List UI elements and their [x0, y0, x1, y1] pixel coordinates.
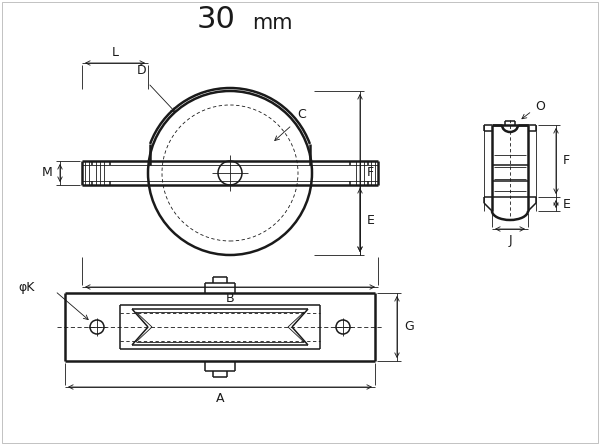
Text: O: O: [535, 101, 545, 113]
Text: L: L: [112, 46, 119, 59]
Text: J: J: [508, 234, 512, 247]
Text: D: D: [137, 64, 147, 77]
Text: φK: φK: [19, 282, 35, 295]
Text: mm: mm: [252, 13, 293, 33]
Text: E: E: [563, 198, 571, 210]
Text: B: B: [226, 292, 235, 305]
Text: C: C: [297, 108, 306, 121]
Text: A: A: [216, 392, 224, 405]
Text: M: M: [41, 166, 52, 179]
Text: F: F: [563, 154, 570, 167]
Text: 30: 30: [196, 5, 235, 35]
Text: E: E: [367, 214, 375, 227]
Text: F: F: [367, 166, 374, 179]
Text: G: G: [404, 320, 414, 333]
